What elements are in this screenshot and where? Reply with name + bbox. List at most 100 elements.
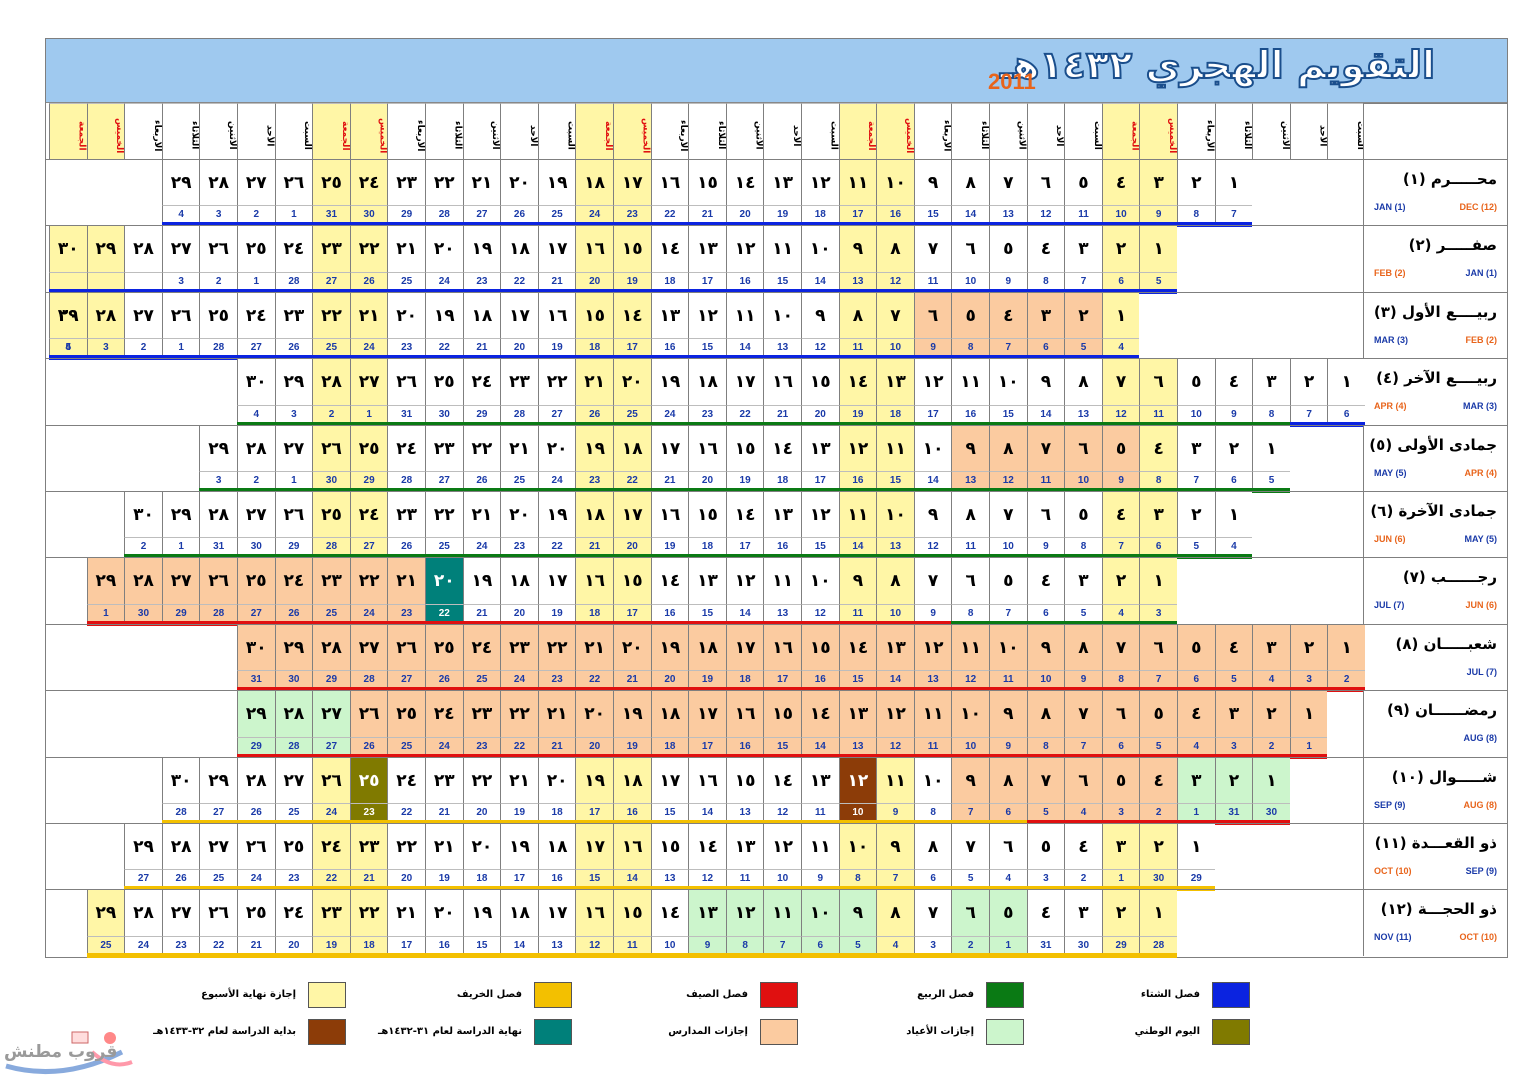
gregorian-day: 23 [688,404,726,425]
gregorian-day: 31 [312,205,350,226]
hijri-day: ١٠ [801,225,839,272]
gregorian-day: 22 [500,736,538,757]
legend-swatch [534,982,572,1008]
gregorian-day: 29 [161,603,200,624]
hijri-day: ١٠ [801,557,839,604]
hijri-day: ٩ [838,889,877,936]
hijri-day: ٨ [913,823,952,870]
hijri-day: ١٣ [876,623,914,671]
hijri-day: ٢٥ [349,424,388,471]
gregorian-day: 3 [274,404,313,425]
hijri-day: ٨ [876,225,914,272]
gregorian-day: 14 [500,935,538,956]
gregorian-day: 16 [650,603,689,624]
gregorian-day: 2 [951,935,989,956]
gregorian-day: 26 [237,803,275,823]
gregorian-day: 19 [425,869,463,890]
hijri-day: ١٩ [500,823,538,870]
gregorian-day: 5 [838,935,877,956]
hijri-day: ٢٧ [349,623,388,671]
hijri-day: ٢٤ [312,823,350,870]
weekday-header-4: الأربعاء [913,103,952,159]
gregorian-day: 26 [500,205,538,226]
gregorian-day: 8 [951,603,989,624]
gregorian-day: 27 [199,803,237,823]
hijri-day: ٣ [1252,358,1290,405]
gregorian-day: 29 [462,404,501,425]
gregorian-day: 10 [951,736,989,757]
hijri-day: ٢٢ [425,159,463,206]
gregorian-day: 16 [951,404,989,425]
gregorian-day: 24 [124,935,162,956]
gregorian-day: 5 [1064,338,1102,359]
hijri-day: ١٤ [725,159,764,206]
gregorian-day: 11 [951,537,989,558]
hijri-day: ٤ [989,291,1027,339]
season-bar [237,753,1328,759]
hijri-day: ٢٢ [537,623,576,671]
hijri-day: ٩ [913,159,952,206]
hijri-day: ٢٥ [274,823,313,870]
hijri-day: ١١ [876,424,914,471]
gregorian-day: 18 [801,205,839,226]
hijri-day: ١ [1139,889,1177,936]
gregorian-day: 12 [763,803,801,823]
gregorian-day: 17 [688,271,726,292]
gregorian-day: 31 [387,404,425,425]
month-name: رجــــــب (٧) [1402,568,1497,587]
gregorian-day: 3 [1139,603,1177,624]
hijri-day: ٢٠ [500,159,538,206]
hijri-day: ٢٩ [49,291,87,339]
gregorian-day: 7 [1139,670,1177,691]
hijri-day: ٢٠ [537,756,576,803]
hijri-day: ٩ [838,557,877,604]
hijri-day: ٢٣ [425,424,463,471]
hijri-day: ١٩ [575,424,613,471]
gregorian-day: 10 [650,935,689,956]
gregorian-day: 4 [1101,603,1140,624]
hijri-day: ٢٨ [124,889,162,936]
weekday-header-5: الخميس [613,103,651,159]
season-bar [49,288,1177,294]
gregorian-day: 27 [387,670,425,691]
hijri-day: ٦ [1026,159,1065,206]
hijri-day: ١٣ [801,424,839,471]
gregorian-day: 13 [537,935,576,956]
hijri-day: ٢٣ [462,690,501,737]
gregorian-day: 28 [425,205,463,226]
gregorian-day: 21 [462,603,501,624]
hijri-day: ١ [1214,159,1253,206]
gregorian-day: 10 [876,603,914,624]
hijri-day: ٢ [1214,756,1253,803]
legend-label: إجازات المدارس [668,1026,748,1037]
gregorian-day: 8 [838,869,877,890]
gregorian-day: 23 [387,338,425,359]
gregorian-day: 24 [349,338,388,359]
gregorian-day: 2 [237,205,275,226]
hijri-day: ٧ [951,823,989,870]
season-bar [161,222,1253,228]
gregorian-month-2: SEP (9) [1465,866,1497,876]
season-bar [49,355,1140,361]
hijri-day: ١٣ [876,358,914,405]
month-name: ذو الحجـــة (١٢) [1380,900,1497,919]
hijri-day: ٢٤ [462,358,501,405]
hijri-day: ١٠ [801,889,839,936]
gregorian-day: 31 [199,537,237,558]
hijri-day: ١١ [913,690,952,737]
hijri-day: ٦ [1026,491,1065,538]
gregorian-day: 20 [500,603,538,624]
gregorian-day: 1 [274,205,313,226]
gregorian-day: 20 [650,670,689,691]
weekday-header-3: الثلاثاء [951,103,989,159]
gregorian-day: 17 [763,670,801,691]
hijri-day: ٤ [1214,623,1253,671]
hijri-day: ٨ [989,424,1027,471]
weekday-header-4: الأربعاء [387,103,425,159]
gregorian-day: 13 [1064,404,1102,425]
hijri-day: ٢ [1064,291,1102,339]
gregorian-day: 8 [1064,537,1102,558]
gregorian-day: 29 [387,205,425,226]
gregorian-day: 23 [462,271,501,292]
gregorian-day: 29 [1177,869,1215,890]
